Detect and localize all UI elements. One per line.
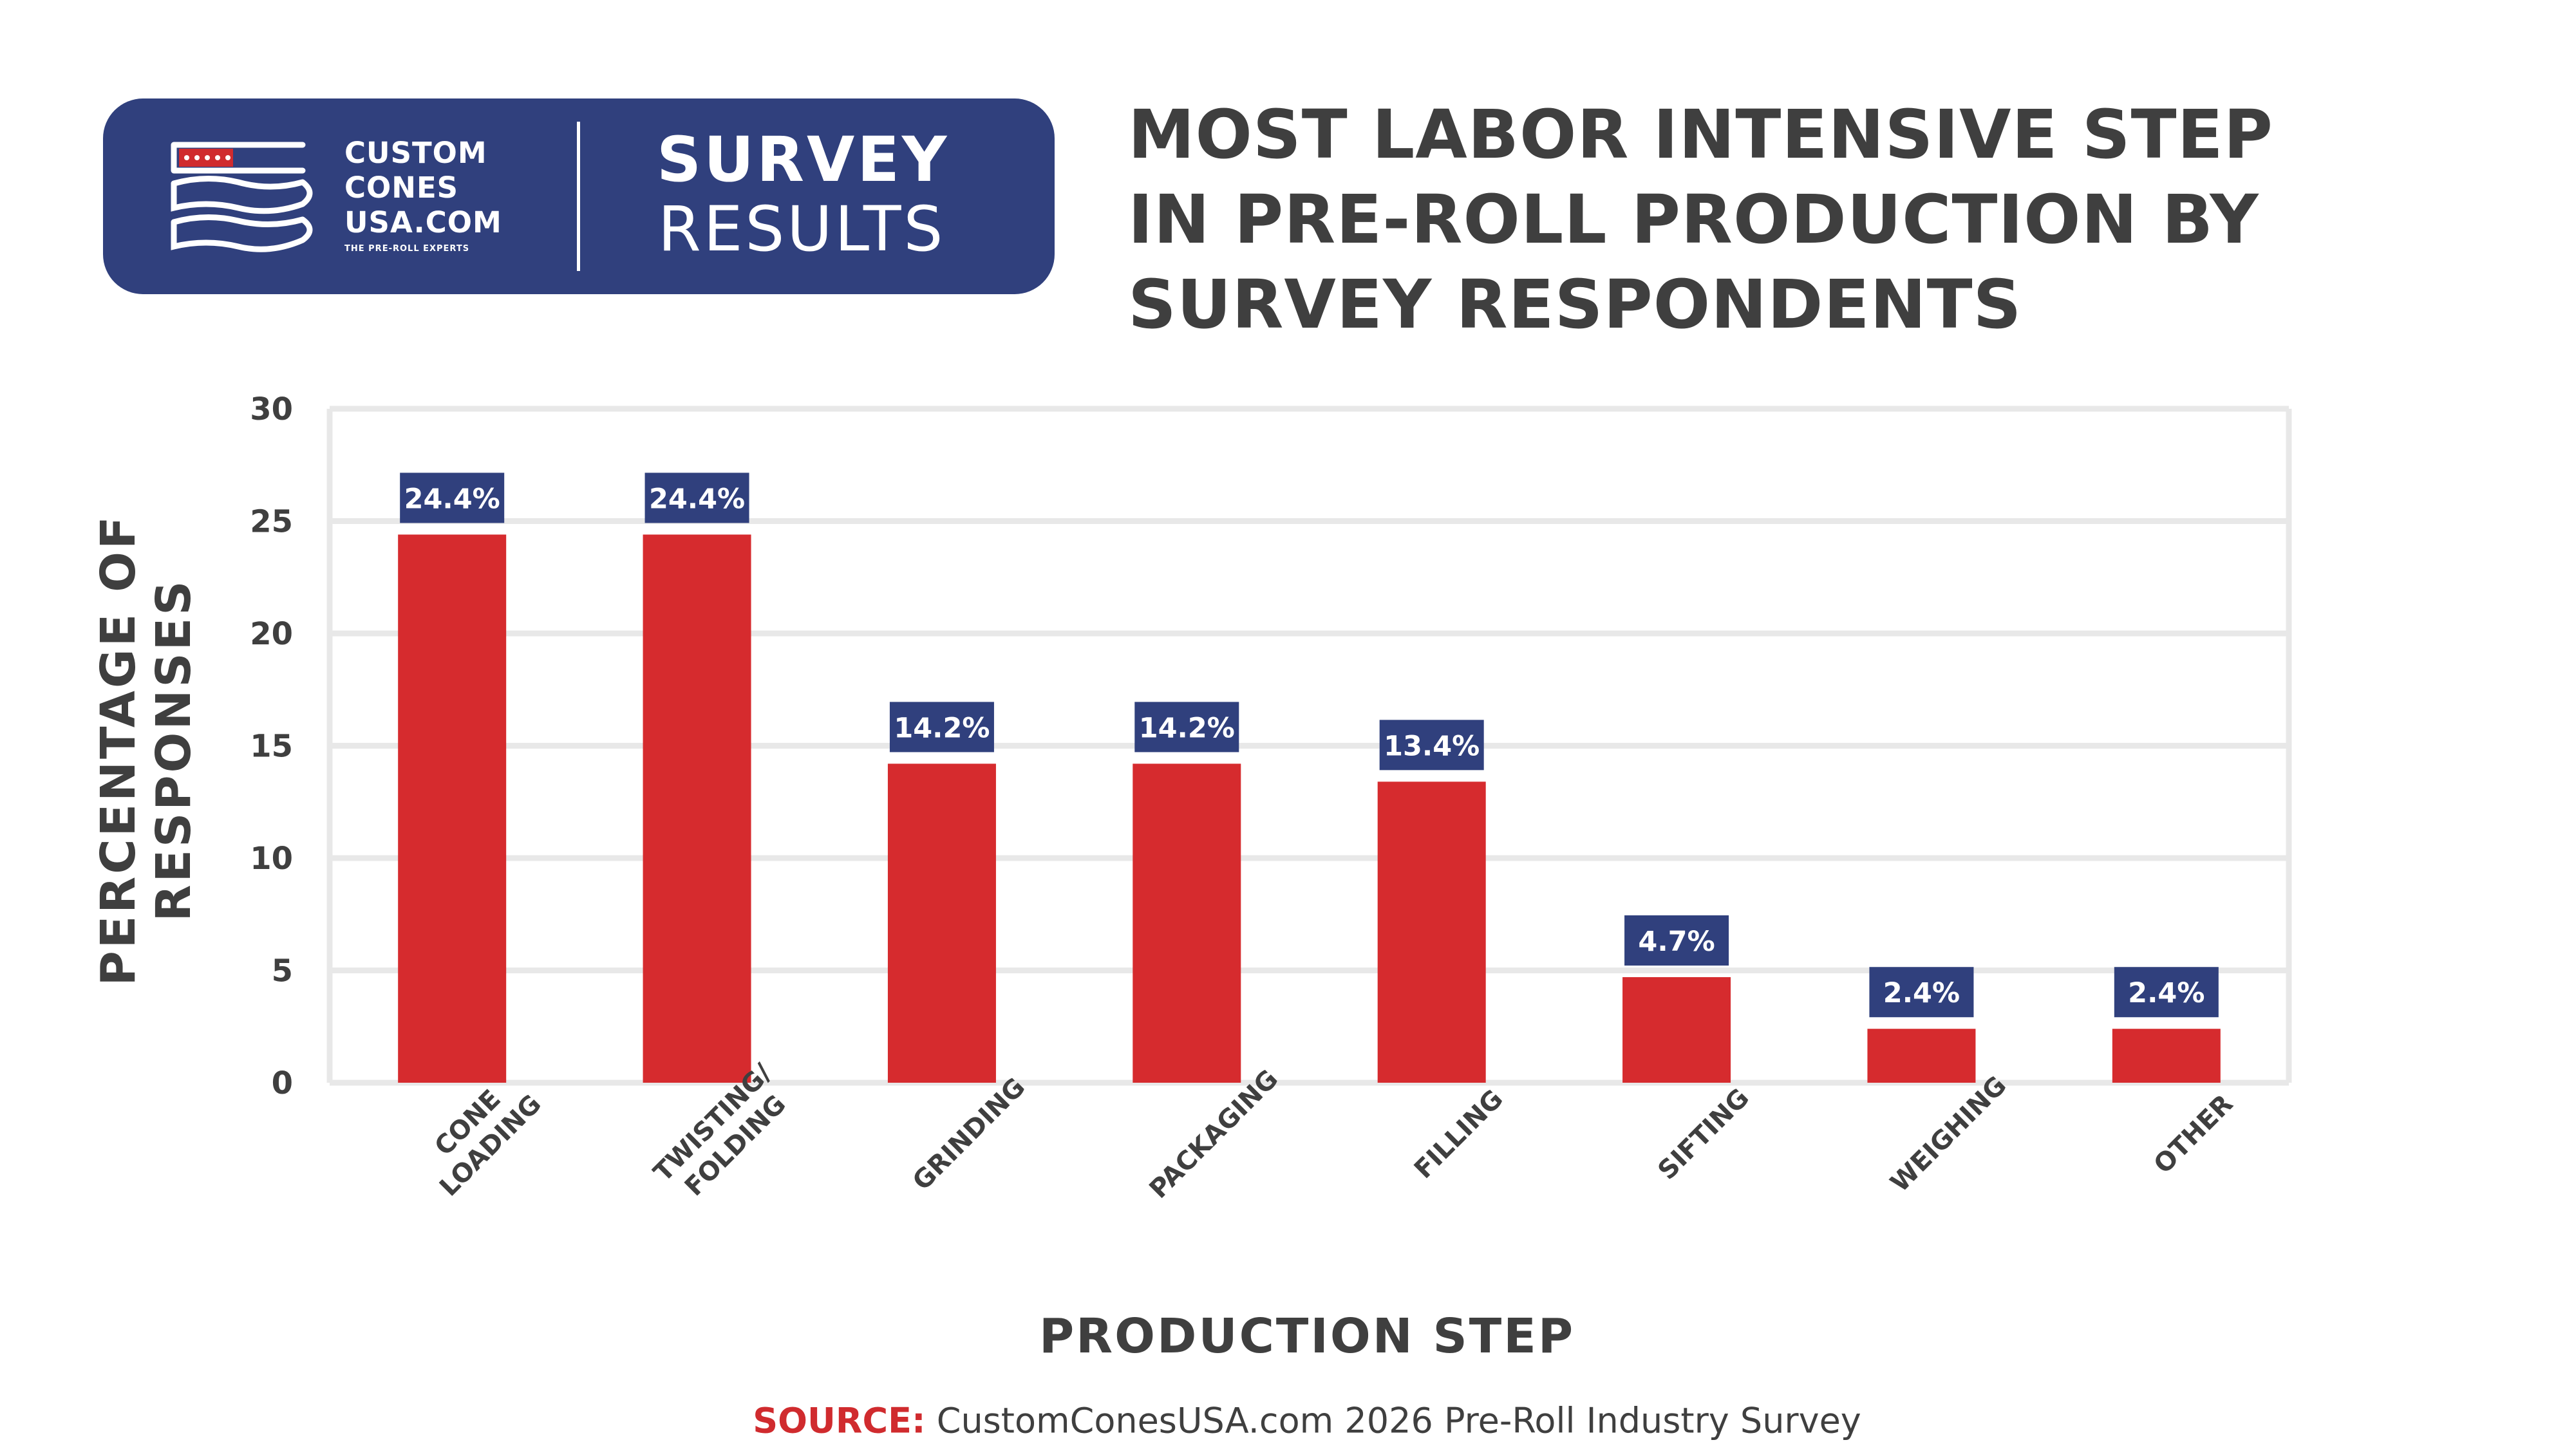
source-note: SOURCE: CustomConesUSA.com 2026 Pre-Roll…	[753, 1401, 1861, 1441]
bar	[1622, 977, 1731, 1083]
bar	[1377, 781, 1486, 1083]
bar	[1867, 1029, 1976, 1083]
data-label: 2.4%	[1883, 977, 1960, 1009]
brand-name: CUSTOM CONES USA.COM THE PRE-ROLL EXPERT…	[344, 136, 502, 254]
x-axis-title: PRODUCTION STEP	[1039, 1309, 1575, 1364]
data-label-box	[1134, 702, 1239, 753]
source-label: SOURCE:	[753, 1400, 926, 1441]
bar	[398, 534, 507, 1083]
brand-line-2: CONES	[344, 171, 459, 205]
data-label-box	[889, 702, 994, 753]
data-label-box	[1379, 720, 1484, 771]
x-tick-label-line: WEIGHING	[1885, 1070, 2013, 1198]
y-tick-label: 0	[272, 1065, 293, 1101]
data-label-box	[1869, 967, 1974, 1018]
y-tick-label: 15	[250, 729, 293, 765]
data-label: 14.2%	[1139, 712, 1235, 744]
data-label-box	[400, 472, 505, 523]
data-label: 13.4%	[1384, 730, 1480, 762]
banner-heading: SURVEY	[657, 124, 950, 196]
y-tick-label: 10	[250, 841, 293, 877]
x-tick-label-line: SIFTING	[1652, 1083, 1754, 1185]
bar	[1133, 763, 1241, 1083]
y-tick-label: 20	[250, 616, 293, 652]
y-tick-label: 30	[250, 391, 293, 427]
x-tick-label-line: OTHER	[2148, 1089, 2239, 1180]
cones-logo-icon	[171, 142, 313, 252]
bar	[2112, 1029, 2221, 1083]
y-tick-label: 5	[272, 953, 293, 989]
x-tick-label: WEIGHING	[1885, 1070, 2013, 1198]
y-tick-label: 25	[250, 504, 293, 540]
brand-tagline: THE PRE-ROLL EXPERTS	[344, 244, 470, 254]
data-label: 2.4%	[2128, 977, 2205, 1009]
brand-line-3: USA.COM	[344, 205, 502, 239]
x-tick-label-line: FILLING	[1409, 1084, 1509, 1184]
banner-subheading: RESULTS	[658, 193, 946, 265]
x-tick-label-line: GRINDING	[907, 1072, 1031, 1197]
survey-banner: CUSTOM CONES USA.COM THE PRE-ROLL EXPERT…	[103, 98, 1055, 294]
data-label: 4.7%	[1638, 926, 1715, 958]
data-label: 24.4%	[404, 483, 500, 515]
bar	[887, 763, 996, 1083]
data-label-box	[2114, 967, 2219, 1018]
source-text: CustomConesUSA.com 2026 Pre-Roll Industr…	[925, 1400, 1861, 1441]
data-label: 24.4%	[649, 483, 745, 515]
bar	[643, 534, 751, 1083]
brand-line-1: CUSTOM	[344, 136, 487, 170]
banner-divider	[577, 122, 580, 271]
data-label: 14.2%	[894, 712, 990, 744]
x-tick-label: GRINDING	[907, 1072, 1031, 1197]
x-tick-label: FILLING	[1409, 1084, 1509, 1184]
x-tick-label: OTHER	[2148, 1089, 2239, 1180]
data-label-box	[1624, 915, 1729, 966]
data-label-box	[644, 472, 749, 523]
chart-title: MOST LABOR INTENSIVE STEP IN PRE-ROLL PR…	[1128, 95, 2273, 344]
x-tick-label: SIFTING	[1652, 1083, 1754, 1185]
